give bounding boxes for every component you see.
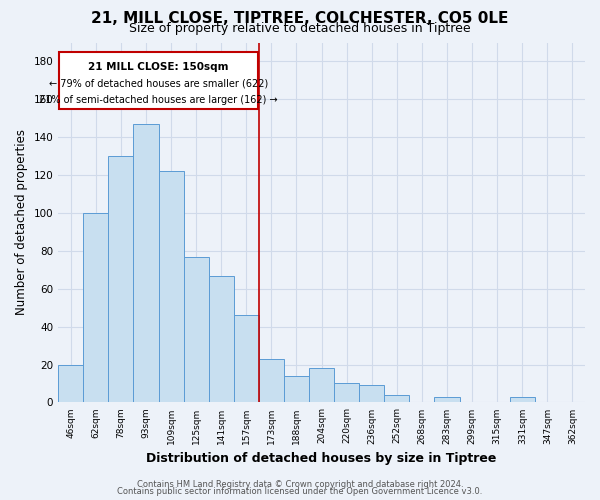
Bar xyxy=(158,172,184,402)
Text: ← 79% of detached houses are smaller (622): ← 79% of detached houses are smaller (62… xyxy=(49,78,268,88)
Bar xyxy=(58,364,83,403)
Bar xyxy=(259,359,284,403)
Bar xyxy=(209,276,234,402)
Bar xyxy=(334,384,359,402)
Text: 21, MILL CLOSE, TIPTREE, COLCHESTER, CO5 0LE: 21, MILL CLOSE, TIPTREE, COLCHESTER, CO5… xyxy=(91,11,509,26)
Y-axis label: Number of detached properties: Number of detached properties xyxy=(15,130,28,316)
Bar xyxy=(284,376,309,402)
Bar xyxy=(385,395,409,402)
Bar xyxy=(133,124,158,402)
Text: Contains public sector information licensed under the Open Government Licence v3: Contains public sector information licen… xyxy=(118,487,482,496)
Bar xyxy=(309,368,334,402)
Bar xyxy=(234,316,259,402)
Bar xyxy=(109,156,133,402)
Text: Size of property relative to detached houses in Tiptree: Size of property relative to detached ho… xyxy=(129,22,471,35)
Text: 21 MILL CLOSE: 150sqm: 21 MILL CLOSE: 150sqm xyxy=(88,62,229,72)
Bar xyxy=(434,396,460,402)
Bar xyxy=(83,213,109,402)
Text: Contains HM Land Registry data © Crown copyright and database right 2024.: Contains HM Land Registry data © Crown c… xyxy=(137,480,463,489)
Bar xyxy=(359,386,385,402)
Text: 21% of semi-detached houses are larger (162) →: 21% of semi-detached houses are larger (… xyxy=(39,96,278,106)
FancyBboxPatch shape xyxy=(59,52,257,109)
Bar xyxy=(510,396,535,402)
X-axis label: Distribution of detached houses by size in Tiptree: Distribution of detached houses by size … xyxy=(146,452,497,465)
Bar xyxy=(184,256,209,402)
